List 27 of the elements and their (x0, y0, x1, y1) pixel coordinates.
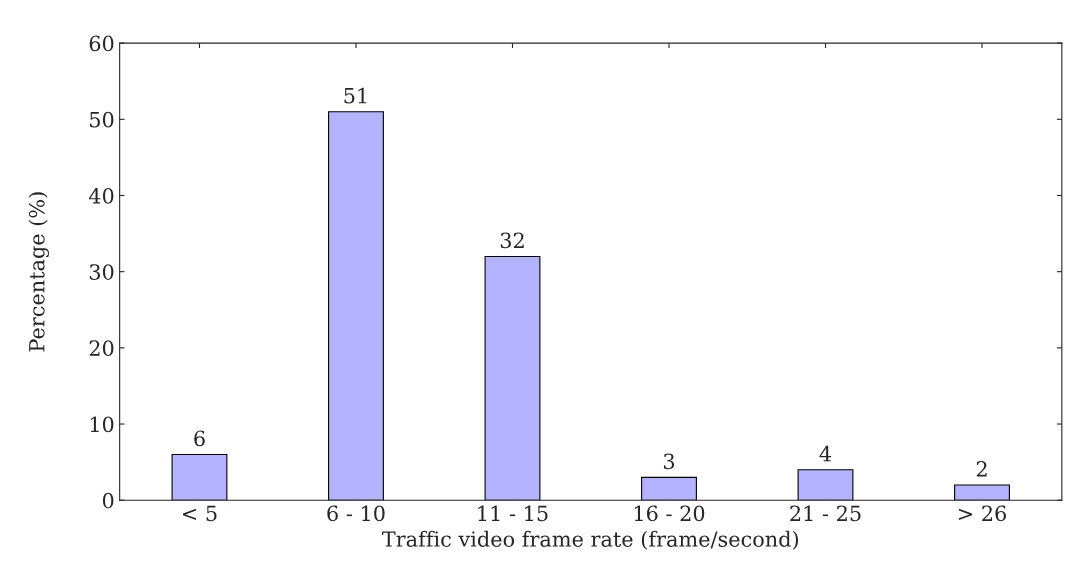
data-label: 3 (663, 453, 675, 470)
bar (328, 111, 384, 501)
y-tick-label: 0 (102, 492, 114, 509)
bar (954, 484, 1010, 501)
y-axis-title: Percentage (%) (28, 192, 49, 352)
y-tick-label: 50 (90, 111, 114, 128)
x-tick-label: 16 - 20 (634, 505, 705, 522)
bar (797, 469, 854, 501)
y-tick-label: 20 (89, 340, 114, 357)
y-tick-label: 30 (89, 264, 114, 280)
data-label: 4 (819, 445, 832, 462)
data-label: 51 (344, 87, 367, 104)
x-tick-label: 11 - 15 (478, 505, 548, 522)
y-tick-label: 10 (90, 416, 114, 433)
x-tick-label: > 26 (958, 505, 1006, 522)
data-label: 32 (500, 232, 524, 249)
bar (171, 453, 228, 501)
data-label: 6 (194, 430, 205, 447)
bar (641, 476, 697, 501)
x-axis-title: Traffic video frame rate (frame/second) (382, 530, 799, 550)
y-tick-label: 60 (89, 35, 114, 52)
bar (484, 255, 541, 501)
x-tick-label: 21 - 25 (790, 505, 861, 522)
x-tick-label: 6 - 10 (327, 505, 385, 522)
data-label: 2 (976, 461, 987, 477)
x-tick-label: < 5 (183, 505, 217, 522)
y-tick-label: 40 (88, 187, 114, 204)
